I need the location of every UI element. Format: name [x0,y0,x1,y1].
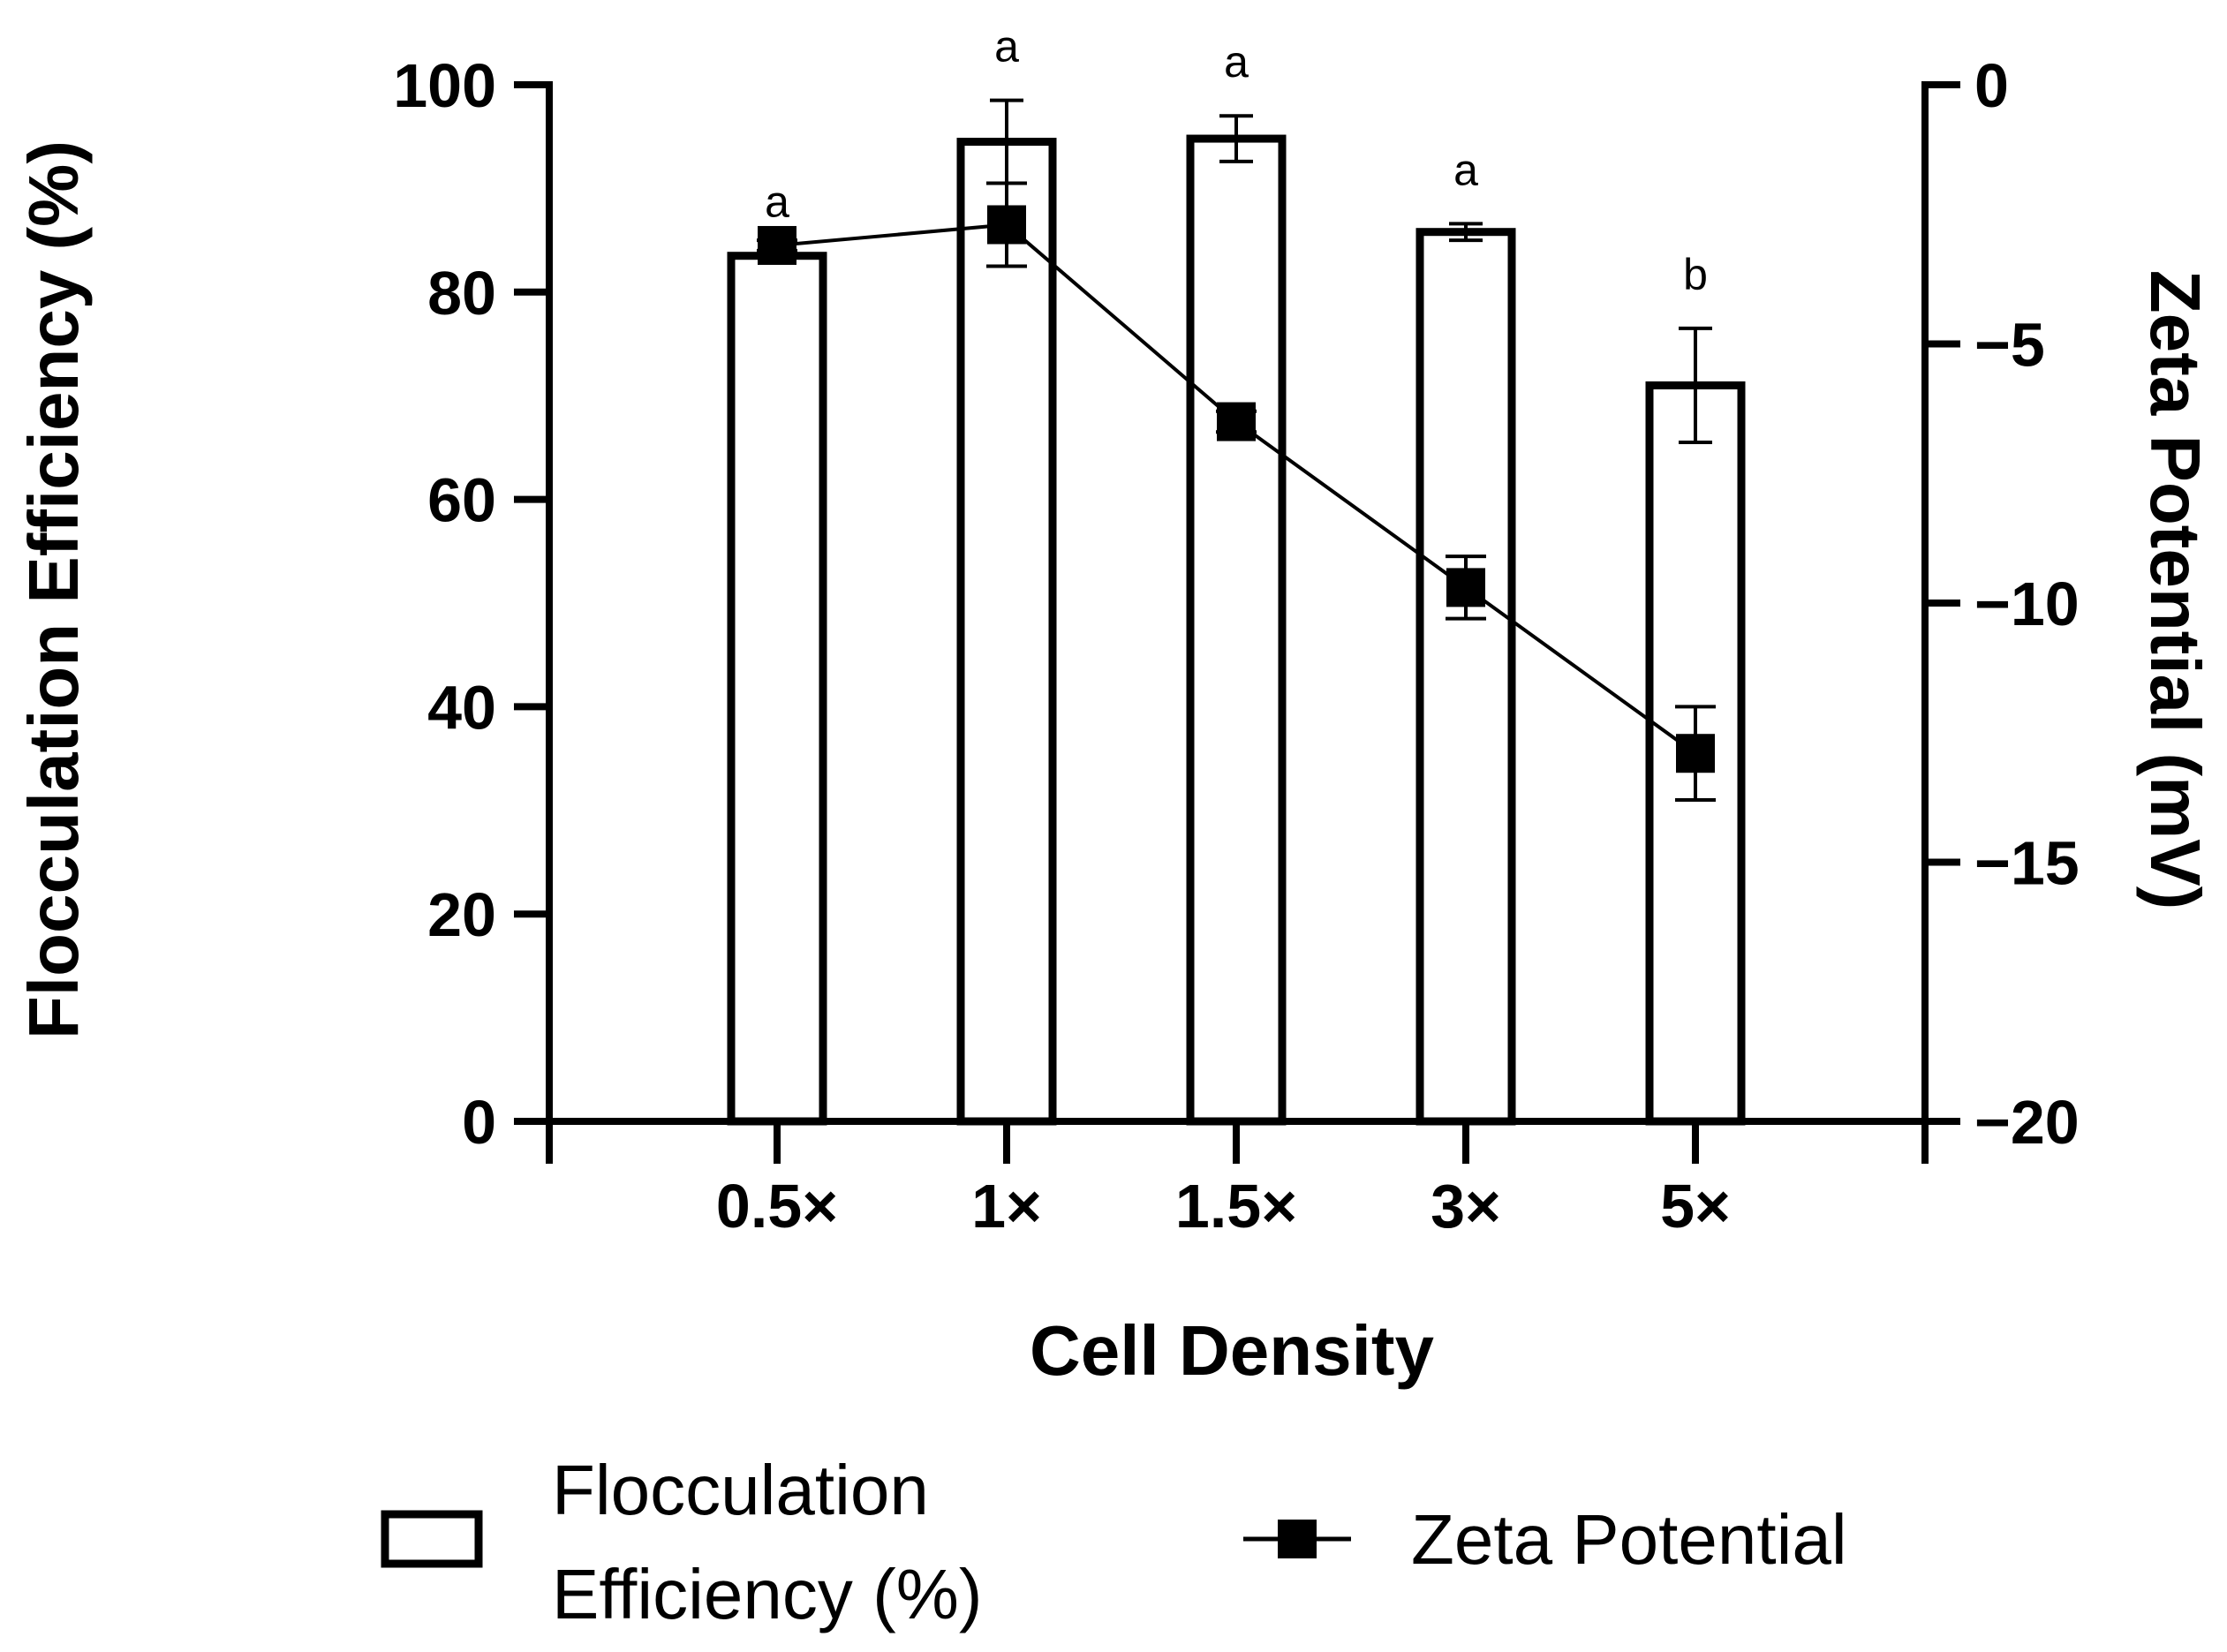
y2-tick-label: −15 [1974,829,2080,898]
zeta-point [987,205,1026,245]
zeta-point [758,225,796,265]
significance-label: a [994,22,1019,72]
y-axis-title: Flocculation Efficiency (%) [14,140,93,1039]
axes: 0 20 40 60 80 100 0 −5 −10 −15 −20 0.5× 1× 1.5× 3× 5× [393,51,2080,1241]
legend-bar-label-line2: Efficiency (%) [552,1555,983,1633]
significance-label: b [1683,250,1708,299]
bar [956,138,1057,1126]
y-tick-label: 100 [393,51,496,120]
zeta-point [1676,734,1715,773]
y-tick-label: 80 [427,259,496,328]
y2-tick-label: −20 [1974,1088,2080,1157]
bar [727,252,827,1126]
bar-error-bars [990,98,1712,445]
x-tick-label: 0.5× [716,1172,838,1241]
zeta-point [1446,568,1485,607]
y2-tick-label: 0 [1974,51,2009,120]
y2-tick-label: −5 [1974,311,2045,380]
legend-bar-label-line1: Flocculation [552,1451,929,1529]
y-tick-label: 20 [427,880,496,949]
line-series [757,181,1716,803]
y2-tick-label: −10 [1974,570,2080,638]
zeta-point [1217,402,1256,441]
legend: Flocculation Efficiency (%) Zeta Potenti… [381,1451,1847,1633]
x-tick-label: 1× [971,1172,1042,1241]
bar [1415,228,1516,1126]
x-axis-title: Cell Density [1030,1311,1434,1390]
significance-label: a [1224,37,1249,87]
bar-series [727,134,1746,1126]
bar [1186,134,1287,1126]
y-tick-label: 60 [427,466,496,535]
y2-axis-title: Zeta Potential (mV) [2136,270,2215,910]
x-tick-label: 5× [1660,1172,1731,1241]
y-tick-label: 0 [462,1088,496,1157]
x-tick-label: 1.5× [1175,1172,1297,1241]
y-tick-label: 40 [427,673,496,742]
significance-labels: a a a a b [765,22,1708,299]
legend-square-marker [1278,1520,1317,1558]
legend-line-label: Zeta Potential [1411,1500,1847,1579]
x-tick-label: 3× [1431,1172,1501,1241]
significance-label: a [1453,145,1478,194]
significance-label: a [765,177,789,227]
legend-bar-swatch [381,1510,483,1568]
